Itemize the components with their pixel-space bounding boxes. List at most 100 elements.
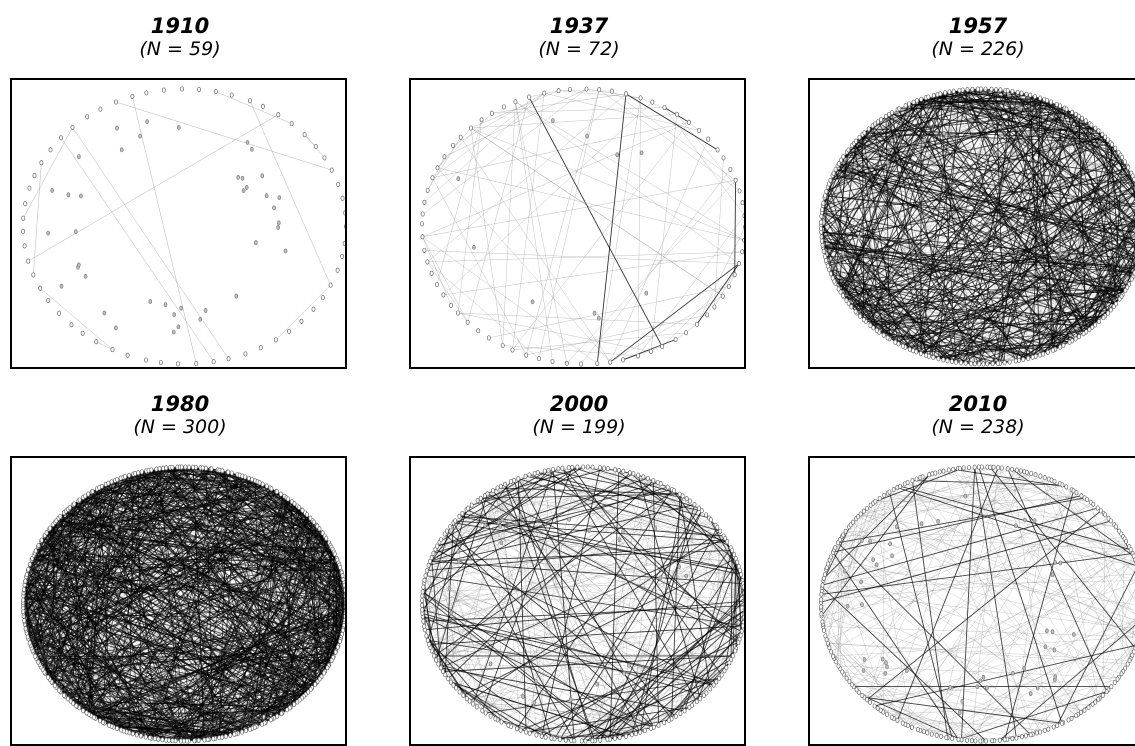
isolated-node xyxy=(858,236,861,240)
node xyxy=(23,618,26,622)
node xyxy=(293,702,296,706)
node xyxy=(425,568,428,572)
network-graph xyxy=(409,78,746,369)
node xyxy=(137,471,140,475)
node xyxy=(1085,497,1088,501)
node xyxy=(863,131,866,135)
node xyxy=(1105,689,1108,693)
node xyxy=(176,362,179,366)
node xyxy=(842,155,845,159)
edge xyxy=(471,128,744,240)
node xyxy=(847,148,850,152)
node xyxy=(1006,467,1009,471)
isolated-node xyxy=(875,563,878,567)
node xyxy=(646,476,649,480)
node xyxy=(329,283,332,287)
isolated-node xyxy=(905,669,908,673)
node xyxy=(820,220,823,224)
panel-count: (N = 300) xyxy=(10,416,350,438)
node xyxy=(743,591,744,595)
edge xyxy=(23,127,72,218)
node xyxy=(855,688,858,692)
edge xyxy=(471,128,503,346)
node xyxy=(915,99,918,103)
isolated-node xyxy=(114,326,117,330)
node xyxy=(1019,469,1022,473)
edge xyxy=(503,346,638,356)
network-graph xyxy=(10,78,347,369)
node xyxy=(888,490,891,494)
node xyxy=(1080,494,1083,498)
node xyxy=(585,87,588,91)
node xyxy=(699,697,702,701)
node xyxy=(528,731,531,735)
node xyxy=(227,470,230,474)
isolated-node xyxy=(1023,666,1026,670)
node xyxy=(1110,684,1113,688)
node xyxy=(1074,112,1077,116)
node xyxy=(883,493,886,497)
node xyxy=(1104,513,1107,517)
node xyxy=(743,213,744,217)
node xyxy=(908,347,911,351)
node xyxy=(479,496,482,500)
node xyxy=(874,499,877,503)
node xyxy=(326,666,329,670)
node xyxy=(1016,90,1019,94)
node xyxy=(259,346,262,350)
node xyxy=(1011,89,1014,93)
node xyxy=(743,238,744,242)
isolated-node xyxy=(535,679,538,683)
isolated-node xyxy=(457,560,460,564)
node xyxy=(1029,93,1032,97)
node xyxy=(834,545,837,549)
isolated-node xyxy=(265,194,268,198)
node xyxy=(935,733,938,737)
edge xyxy=(423,180,736,237)
node xyxy=(260,722,263,726)
network-svg xyxy=(411,80,744,367)
node xyxy=(741,624,744,628)
node xyxy=(740,572,743,576)
node xyxy=(598,88,601,92)
isolated-node xyxy=(895,525,898,529)
node xyxy=(830,650,833,654)
node xyxy=(657,723,660,727)
edge xyxy=(859,692,946,737)
node xyxy=(878,496,881,500)
node xyxy=(276,714,279,718)
edge xyxy=(515,102,566,364)
node xyxy=(110,480,113,484)
isolated-node xyxy=(886,160,889,164)
node xyxy=(1035,731,1038,735)
node xyxy=(591,465,594,469)
isolated-node xyxy=(142,703,145,707)
isolated-node xyxy=(235,294,238,298)
node xyxy=(740,629,743,633)
edge xyxy=(73,127,229,358)
node xyxy=(1030,471,1033,475)
node xyxy=(825,189,828,193)
node xyxy=(728,661,731,665)
node xyxy=(491,488,494,492)
node xyxy=(688,499,691,503)
node xyxy=(486,492,489,496)
node xyxy=(459,135,462,139)
node xyxy=(996,361,999,365)
node xyxy=(1003,361,1006,365)
node xyxy=(1083,708,1086,712)
node xyxy=(693,502,696,506)
node xyxy=(1046,350,1049,354)
node xyxy=(187,465,190,469)
network-svg xyxy=(810,80,1135,367)
isolated-node xyxy=(246,140,249,144)
node xyxy=(869,700,872,704)
isolated-node xyxy=(881,657,884,661)
node xyxy=(558,737,561,741)
node xyxy=(1114,146,1117,150)
node xyxy=(39,286,42,290)
isolated-node xyxy=(199,317,202,321)
node xyxy=(954,360,957,364)
node xyxy=(124,474,127,478)
isolated-node xyxy=(103,311,106,315)
